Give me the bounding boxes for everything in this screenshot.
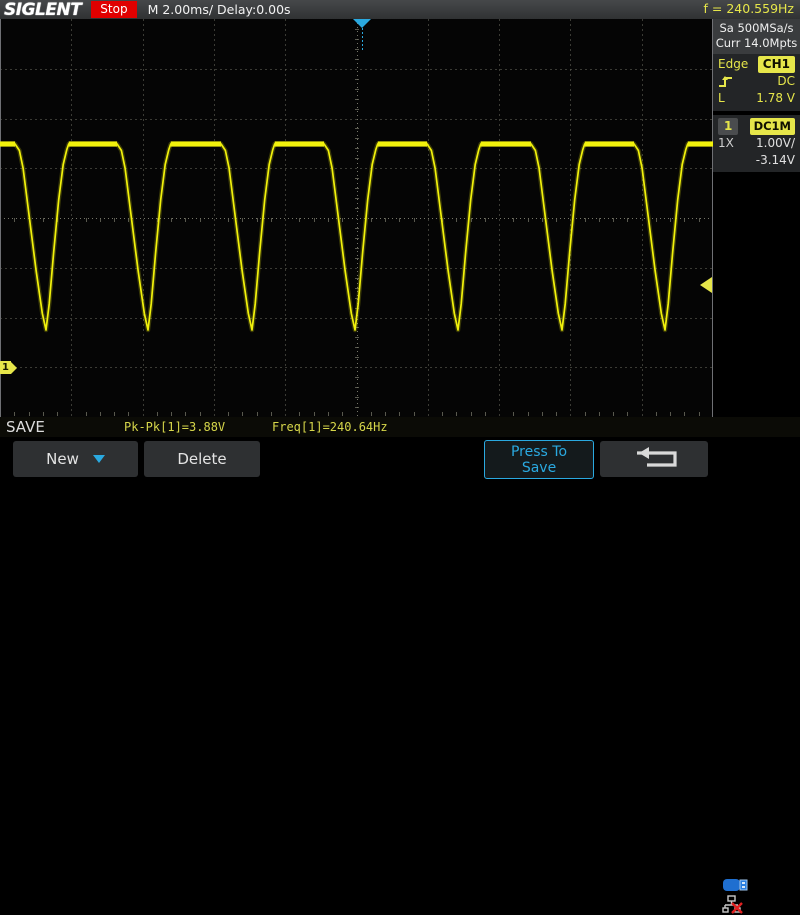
new-button-label: New	[46, 450, 79, 468]
trigger-level-value: 1.78 V	[756, 91, 795, 105]
press-to-save-line1: Press To	[510, 443, 568, 460]
trigger-level-marker[interactable]	[700, 277, 712, 293]
ground-marker-arrow	[10, 361, 17, 374]
waveform-glow	[0, 141, 713, 333]
chevron-down-icon	[92, 455, 105, 463]
right-info-sidebar: Sa 500MSa/s Curr 14.0Mpts Edge CH1 DC L …	[713, 19, 800, 417]
status-icon-group	[722, 877, 762, 915]
waveform-core	[0, 143, 713, 331]
measurement-pk-pk[interactable]: Pk-Pk[1]=3.88V	[124, 420, 226, 434]
ground-marker-label: 1	[0, 361, 11, 374]
trigger-source-badge[interactable]: CH1	[757, 56, 795, 73]
brand-logo: SIGLENT	[4, 0, 82, 20]
channel-number-badge[interactable]: 1	[718, 118, 739, 135]
grid-line-horizontal	[0, 168, 713, 169]
delete-button[interactable]: Delete	[144, 441, 260, 477]
channel-1-waveform-trace	[0, 141, 713, 333]
return-arrow-icon	[625, 444, 683, 474]
measurement-bar: SAVE Pk-Pk[1]=3.88V Freq[1]=240.64Hz	[0, 417, 800, 437]
channel-1-panel[interactable]: 1 DC1M 1X 1.00V/ -3.14V	[713, 115, 800, 172]
grid-line-horizontal	[0, 367, 713, 368]
trigger-panel[interactable]: Edge CH1 DC L 1.78 V	[713, 54, 800, 111]
waveform-plateaus	[0, 141, 713, 147]
channel-coupling-badge[interactable]: DC1M	[749, 118, 795, 135]
back-button[interactable]	[600, 441, 708, 477]
grid-line-horizontal	[0, 218, 713, 219]
timebase-readout: M 2.00ms/ Delay:0.00s	[147, 2, 291, 17]
probe-attenuation-label: 1X	[718, 136, 734, 150]
volts-per-division-readout: 1.00V/	[756, 136, 795, 150]
press-to-save-button[interactable]: Press To Save	[484, 440, 594, 479]
grid-line-horizontal	[0, 69, 713, 70]
frequency-counter-readout: f = 240.559Hz	[703, 1, 794, 16]
new-button[interactable]: New	[13, 441, 138, 477]
sample-rate-readout: Sa 500MSa/s	[719, 21, 794, 35]
trigger-level-label: L	[718, 91, 725, 105]
acquisition-panel[interactable]: Sa 500MSa/s Curr 14.0Mpts	[713, 19, 800, 54]
trigger-position-marker[interactable]	[353, 19, 371, 28]
usb-drive-icon	[722, 877, 762, 893]
channel-1-ground-marker[interactable]: 1	[0, 361, 17, 374]
waveform-display-area[interactable]: 1	[0, 19, 713, 417]
trigger-type-label: Edge	[718, 57, 749, 71]
trigger-coupling-label: DC	[777, 74, 795, 88]
trigger-position-line	[362, 28, 363, 50]
grid-tick-row	[0, 412, 713, 417]
top-status-bar: SIGLENT Stop M 2.00ms/ Delay:0.00s f = 2…	[0, 0, 800, 20]
press-to-save-line2: Save	[521, 459, 557, 476]
channel-offset-readout: -3.14V	[755, 153, 795, 167]
lan-disconnected-icon	[722, 895, 762, 914]
grid-line-horizontal	[0, 268, 713, 269]
memory-depth-readout: Curr 14.0Mpts	[715, 36, 798, 50]
grid	[0, 19, 713, 417]
rising-edge-icon	[718, 75, 736, 88]
delete-button-label: Delete	[177, 450, 227, 468]
measurement-frequency[interactable]: Freq[1]=240.64Hz	[272, 420, 388, 434]
bottom-menu-bar: New Delete Press To Save	[0, 437, 800, 914]
grid-line-horizontal	[0, 119, 713, 120]
run-stop-badge[interactable]: Stop	[91, 1, 137, 18]
grid-tick-column	[355, 19, 360, 417]
mode-label: SAVE	[6, 418, 45, 436]
